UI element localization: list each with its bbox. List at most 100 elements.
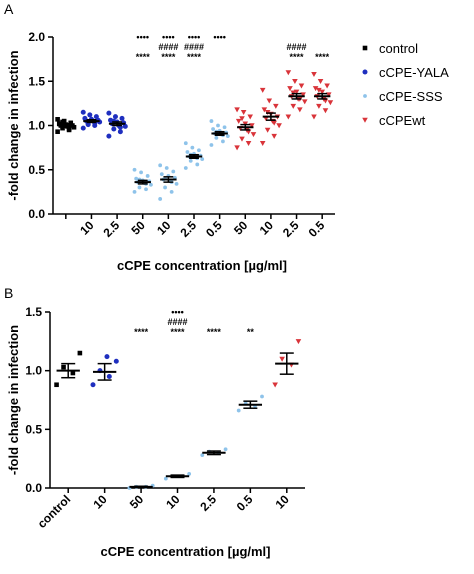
data-point xyxy=(209,143,214,147)
data-point xyxy=(106,133,112,139)
data-point xyxy=(187,472,192,476)
y-tick-label: 1.0 xyxy=(25,364,42,378)
data-point xyxy=(234,107,240,113)
data-point xyxy=(185,150,190,154)
y-tick-label: 0.5 xyxy=(25,422,42,436)
y-tick-label: 0.5 xyxy=(28,163,45,177)
data-point xyxy=(298,83,305,89)
significance-label: **** xyxy=(161,52,176,62)
data-point xyxy=(190,145,195,150)
significance-label: **** xyxy=(187,52,202,62)
significance-label: **** xyxy=(136,52,151,62)
data-point xyxy=(55,117,60,122)
data-point xyxy=(250,132,257,138)
significance-label: •••• xyxy=(171,307,184,317)
data-point xyxy=(312,86,319,92)
data-point xyxy=(163,476,168,481)
data-point xyxy=(106,374,112,380)
legend-marker xyxy=(362,45,368,51)
data-point xyxy=(169,189,174,194)
data-point xyxy=(104,354,110,360)
data-point xyxy=(214,135,219,140)
data-point xyxy=(158,197,163,201)
significance-label: #### xyxy=(287,42,307,52)
panel-label: A xyxy=(4,1,14,17)
x-tick-label: 10 xyxy=(273,492,293,512)
data-point xyxy=(82,115,88,121)
x-tick-label: 50 xyxy=(129,218,149,238)
y-tick-label: 1.5 xyxy=(25,305,42,319)
data-point xyxy=(171,169,176,174)
data-point xyxy=(145,174,150,178)
data-point xyxy=(197,148,201,153)
data-point xyxy=(111,126,117,132)
y-axis-title: -fold change in infection xyxy=(6,325,21,475)
legend-label: control xyxy=(379,41,418,56)
data-point xyxy=(316,87,322,93)
y-tick-label: 1.0 xyxy=(28,119,45,133)
data-point xyxy=(183,141,188,146)
y-tick-label: 0.0 xyxy=(25,481,42,495)
x-tick-label: 2.5 xyxy=(197,492,219,514)
data-point xyxy=(159,172,164,177)
data-point xyxy=(56,121,62,127)
x-axis-title: cCPE concentration [µg/ml] xyxy=(100,544,270,559)
data-point xyxy=(90,382,96,388)
x-tick-label: 50 xyxy=(231,218,251,238)
data-point xyxy=(174,182,179,186)
data-point xyxy=(279,356,285,362)
data-point xyxy=(236,408,241,413)
significance-label: •••• xyxy=(213,32,226,42)
data-point xyxy=(259,87,266,93)
data-point xyxy=(55,129,60,134)
data-point xyxy=(54,382,59,388)
significance-label: •••• xyxy=(136,32,149,42)
data-point xyxy=(311,71,317,77)
data-point xyxy=(271,133,277,139)
x-tick-label: 10 xyxy=(257,218,277,238)
data-point xyxy=(77,350,83,356)
data-point xyxy=(234,145,240,151)
x-tick-label: 0.5 xyxy=(203,218,225,240)
data-point xyxy=(287,86,293,92)
data-point xyxy=(223,447,228,452)
significance-label: •••• xyxy=(162,32,175,42)
data-point xyxy=(245,129,252,135)
data-point xyxy=(297,107,303,113)
data-point xyxy=(261,107,268,113)
x-tick-label: 10 xyxy=(77,218,97,238)
data-point xyxy=(80,125,86,131)
data-point xyxy=(324,83,330,89)
data-point xyxy=(163,185,167,190)
x-tick-label: 50 xyxy=(127,492,147,512)
legend-label: cCPE-SSS xyxy=(379,89,443,104)
x-tick-label: 10 xyxy=(90,492,110,512)
data-point xyxy=(70,370,76,376)
x-tick-label: 2.5 xyxy=(280,218,302,240)
data-point xyxy=(68,120,74,126)
data-point xyxy=(247,114,253,120)
data-point xyxy=(264,127,271,133)
y-tick-label: 0.0 xyxy=(28,207,45,221)
data-point xyxy=(209,119,214,123)
data-point xyxy=(66,126,72,132)
data-point xyxy=(327,100,334,106)
data-point xyxy=(112,114,118,120)
data-point xyxy=(183,166,188,170)
x-tick-label: 0.5 xyxy=(306,218,328,240)
data-point xyxy=(60,119,65,125)
data-point xyxy=(106,110,112,116)
legend-marker xyxy=(363,94,367,98)
y-axis-title: -fold change in infection xyxy=(6,50,21,200)
significance-label: **** xyxy=(315,52,330,62)
significance-label: •••• xyxy=(188,32,201,42)
data-point xyxy=(216,123,220,128)
data-point xyxy=(273,103,279,109)
legend-marker xyxy=(362,69,368,75)
data-point xyxy=(93,114,99,120)
data-point xyxy=(322,108,329,114)
significance-label: **** xyxy=(134,327,149,337)
x-tick-label: 0.5 xyxy=(234,492,256,514)
